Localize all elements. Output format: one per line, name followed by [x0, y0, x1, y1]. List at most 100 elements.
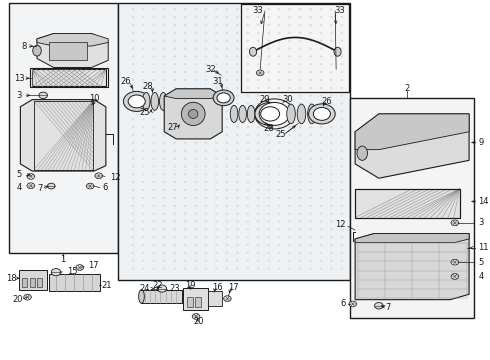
Circle shape	[246, 95, 249, 97]
Circle shape	[257, 48, 260, 50]
Circle shape	[225, 204, 228, 207]
Circle shape	[163, 24, 166, 26]
Circle shape	[309, 87, 312, 89]
Circle shape	[309, 181, 312, 183]
Circle shape	[267, 32, 270, 34]
Circle shape	[131, 212, 134, 215]
Circle shape	[319, 244, 322, 246]
Circle shape	[288, 40, 291, 42]
Circle shape	[319, 118, 322, 120]
Circle shape	[225, 55, 228, 58]
Circle shape	[246, 260, 249, 262]
Bar	[187, 297, 193, 307]
Circle shape	[298, 236, 301, 238]
Circle shape	[267, 55, 270, 58]
Circle shape	[330, 189, 333, 191]
Text: 4: 4	[479, 272, 484, 281]
Circle shape	[278, 142, 281, 144]
Circle shape	[39, 92, 48, 99]
Circle shape	[319, 236, 322, 238]
Bar	[20, 270, 47, 290]
Circle shape	[278, 126, 281, 128]
Circle shape	[194, 157, 197, 159]
Text: 7: 7	[38, 184, 43, 193]
Circle shape	[173, 150, 176, 152]
Circle shape	[267, 63, 270, 65]
Circle shape	[259, 103, 290, 125]
Circle shape	[184, 150, 187, 152]
Circle shape	[236, 181, 239, 183]
Circle shape	[288, 212, 291, 215]
Circle shape	[205, 212, 207, 215]
Circle shape	[278, 252, 281, 254]
Circle shape	[236, 71, 239, 73]
Circle shape	[205, 157, 207, 159]
Circle shape	[236, 8, 239, 10]
Circle shape	[374, 302, 383, 309]
Circle shape	[152, 267, 155, 270]
Circle shape	[173, 48, 176, 50]
Circle shape	[163, 87, 166, 89]
Circle shape	[236, 87, 239, 89]
Circle shape	[184, 87, 187, 89]
Circle shape	[152, 142, 155, 144]
Circle shape	[246, 220, 249, 222]
Circle shape	[330, 260, 333, 262]
Circle shape	[142, 79, 145, 81]
Circle shape	[267, 103, 270, 105]
Circle shape	[128, 95, 145, 108]
Circle shape	[298, 8, 301, 10]
Circle shape	[163, 181, 166, 183]
Circle shape	[257, 244, 260, 246]
Circle shape	[225, 189, 228, 191]
Circle shape	[131, 111, 134, 112]
Circle shape	[330, 111, 333, 112]
Circle shape	[236, 118, 239, 120]
Circle shape	[86, 183, 94, 189]
Circle shape	[257, 111, 260, 112]
Circle shape	[205, 55, 207, 58]
Circle shape	[131, 95, 134, 97]
Circle shape	[341, 204, 343, 207]
FancyBboxPatch shape	[208, 292, 222, 306]
Circle shape	[278, 118, 281, 120]
Circle shape	[152, 244, 155, 246]
Circle shape	[330, 197, 333, 199]
Circle shape	[288, 204, 291, 207]
Circle shape	[163, 8, 166, 10]
Circle shape	[309, 79, 312, 81]
Circle shape	[341, 173, 343, 175]
Circle shape	[131, 24, 134, 26]
Circle shape	[215, 134, 218, 136]
Circle shape	[246, 267, 249, 270]
Circle shape	[309, 48, 312, 50]
Circle shape	[309, 244, 312, 246]
Circle shape	[278, 165, 281, 167]
Circle shape	[131, 16, 134, 18]
Circle shape	[184, 189, 187, 191]
Text: 4: 4	[17, 183, 22, 192]
Circle shape	[205, 236, 207, 238]
Circle shape	[278, 79, 281, 81]
Circle shape	[236, 150, 239, 152]
Circle shape	[205, 63, 207, 65]
Circle shape	[173, 103, 176, 105]
Circle shape	[330, 204, 333, 207]
Circle shape	[184, 103, 187, 105]
Circle shape	[163, 103, 166, 105]
Circle shape	[267, 236, 270, 238]
Circle shape	[194, 173, 197, 175]
Circle shape	[288, 71, 291, 73]
Circle shape	[215, 111, 218, 112]
Circle shape	[131, 181, 134, 183]
Circle shape	[330, 220, 333, 222]
Circle shape	[173, 181, 176, 183]
Circle shape	[330, 63, 333, 65]
Text: 10: 10	[89, 94, 100, 103]
Circle shape	[330, 244, 333, 246]
Circle shape	[194, 40, 197, 42]
Circle shape	[298, 197, 301, 199]
Circle shape	[225, 87, 228, 89]
Circle shape	[246, 40, 249, 42]
Circle shape	[278, 63, 281, 65]
